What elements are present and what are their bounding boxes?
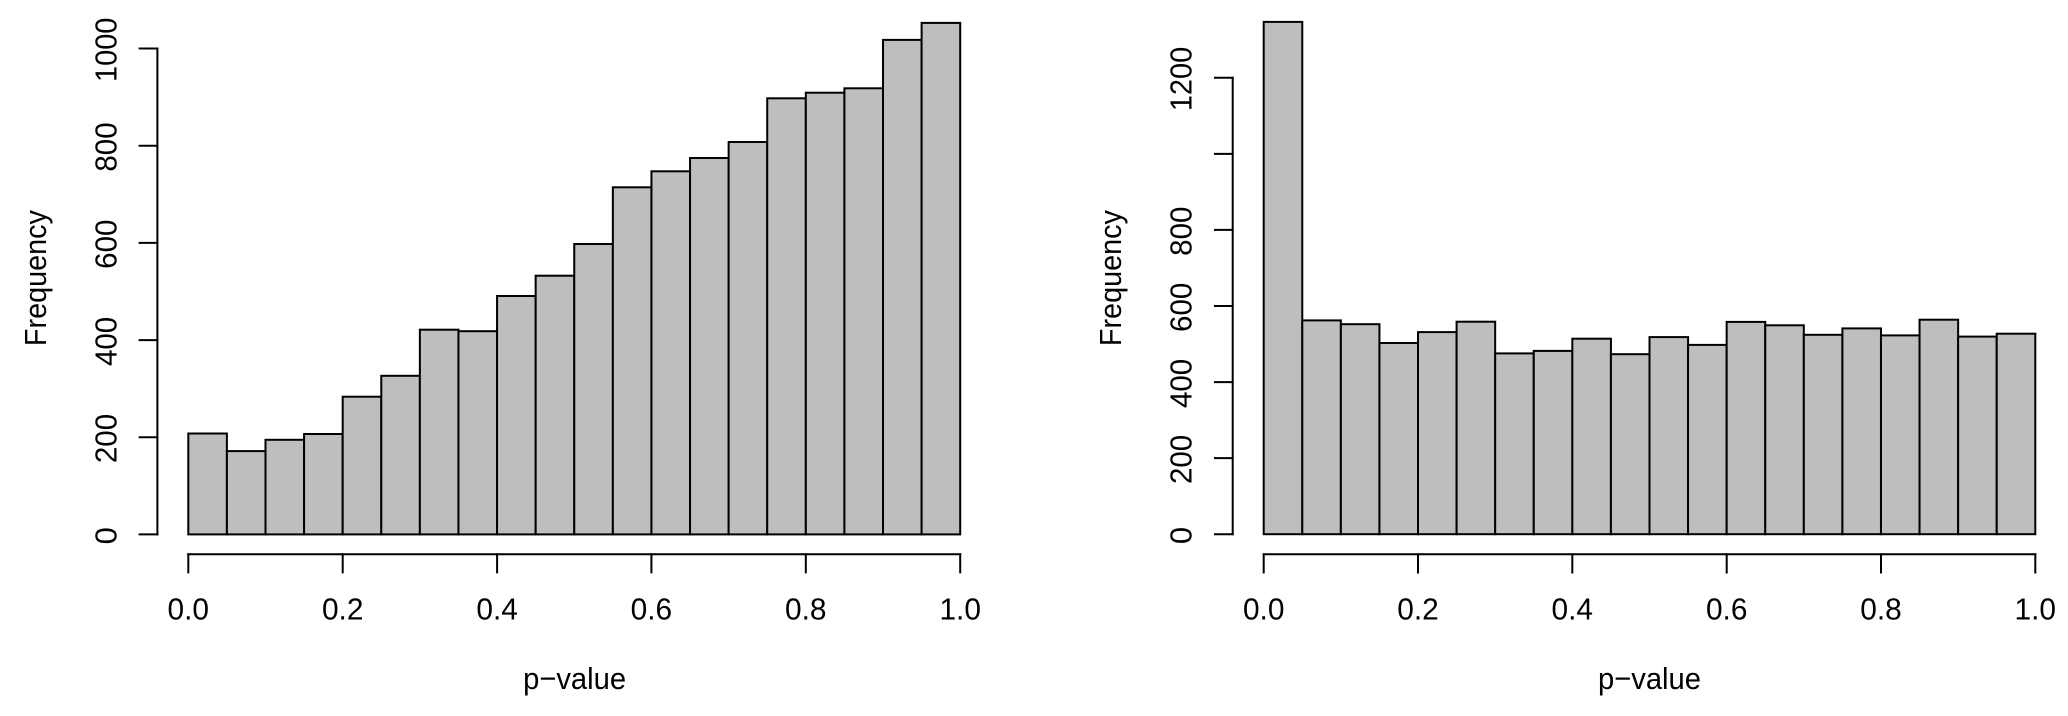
svg-text:800: 800 <box>89 122 124 171</box>
svg-text:200: 200 <box>89 414 124 463</box>
svg-text:1.0: 1.0 <box>2015 591 2057 626</box>
svg-text:1.0: 1.0 <box>939 591 981 626</box>
svg-text:0.8: 0.8 <box>1860 591 1902 626</box>
svg-text:0: 0 <box>89 527 124 544</box>
svg-text:0.2: 0.2 <box>1397 591 1439 626</box>
svg-text:600: 600 <box>1164 283 1199 332</box>
svg-text:1200: 1200 <box>1164 47 1199 111</box>
svg-text:Frequency: Frequency <box>1093 210 1128 346</box>
svg-text:0.6: 0.6 <box>1706 591 1748 626</box>
svg-text:0.4: 0.4 <box>1552 591 1594 626</box>
svg-text:Frequency: Frequency <box>18 210 53 346</box>
svg-text:p−value: p−value <box>1598 661 1701 696</box>
svg-text:400: 400 <box>1164 359 1199 408</box>
svg-text:0.8: 0.8 <box>785 591 827 626</box>
svg-text:0.6: 0.6 <box>631 591 673 626</box>
svg-text:400: 400 <box>89 317 124 366</box>
svg-text:0.0: 0.0 <box>168 591 210 626</box>
svg-text:600: 600 <box>89 220 124 269</box>
svg-text:200: 200 <box>1164 435 1199 484</box>
svg-text:0.0: 0.0 <box>1243 591 1285 626</box>
svg-text:p−value: p−value <box>523 661 626 696</box>
svg-text:0.2: 0.2 <box>322 591 364 626</box>
svg-text:800: 800 <box>1164 207 1199 256</box>
svg-text:0: 0 <box>1164 527 1199 544</box>
svg-text:1000: 1000 <box>89 18 124 82</box>
svg-text:0.4: 0.4 <box>476 591 518 626</box>
